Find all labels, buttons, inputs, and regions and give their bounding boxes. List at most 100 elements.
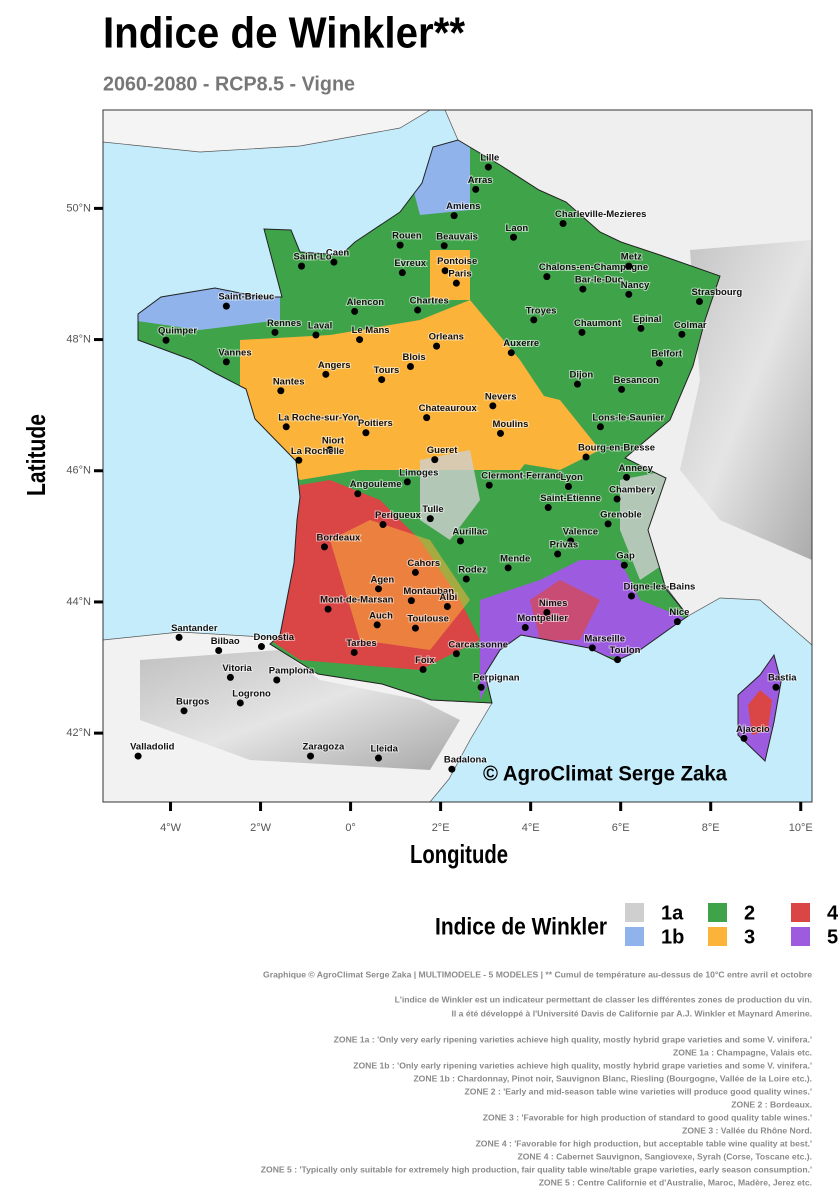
city-label: Vannes [218, 347, 251, 358]
legend-swatch [708, 927, 727, 946]
city-dot [628, 593, 635, 600]
city-label: Dijon [569, 370, 593, 381]
x-tick-label: 6°E [612, 822, 630, 834]
city-dot [420, 666, 427, 673]
city-label: Beauvais [436, 231, 478, 242]
city-label: Privas [550, 540, 579, 551]
city-dot [322, 371, 329, 378]
city-label: Gap [616, 551, 635, 562]
city-label: Moulins [492, 419, 528, 430]
city-dot [508, 349, 515, 356]
city-dot [295, 457, 302, 464]
city-label: Belfort [651, 349, 682, 360]
city-dot [543, 273, 550, 280]
city-dot [485, 164, 492, 171]
city-dot [579, 286, 586, 293]
city-dot [362, 429, 369, 436]
city-dot [637, 325, 644, 332]
y-tick-label: 42°N [66, 727, 91, 739]
city-dot [621, 562, 628, 569]
legend-label: 5 [827, 926, 838, 948]
city-label: Nimes [539, 598, 568, 609]
city-dot [258, 643, 265, 650]
x-tick-label: 4°W [160, 822, 182, 834]
legend-title: Indice de Winkler [435, 913, 607, 940]
city-label: Perigueux [375, 510, 422, 521]
city-dot [457, 537, 464, 544]
city-dot [623, 474, 630, 481]
city-label: Clermont-Ferrand [481, 471, 561, 482]
city-dot [227, 674, 234, 681]
city-label: Nantes [273, 376, 305, 387]
note-line: ZONE 1b : Chardonnay, Pinot noir, Sauvig… [413, 1073, 812, 1083]
x-tick-label: 2°E [432, 822, 450, 834]
city-dot [351, 308, 358, 315]
city-label: Saint-Lo [294, 252, 332, 263]
x-tick-label: 2°W [250, 822, 272, 834]
city-label: Blois [402, 352, 425, 363]
city-label: Arras [468, 175, 493, 186]
city-dot [453, 280, 460, 287]
city-label: Amiens [446, 201, 480, 212]
city-dot [589, 644, 596, 651]
city-dot [522, 624, 529, 631]
city-dot [223, 358, 230, 365]
city-label: Limoges [399, 467, 438, 478]
city-dot [433, 343, 440, 350]
city-label: Auch [369, 610, 393, 621]
x-tick-label: 10°E [789, 822, 813, 834]
note-line: ZONE 2 : Bordeaux. [731, 1099, 812, 1109]
city-dot [375, 585, 382, 592]
city-label: Rennes [267, 318, 301, 329]
x-axis-label: Longitude [410, 839, 508, 869]
city-dot [431, 456, 438, 463]
city-label: Epinal [633, 314, 662, 325]
city-dot [497, 430, 504, 437]
city-label: Cahors [407, 558, 440, 569]
city-label: Laon [506, 223, 529, 234]
city-label: Grenoble [600, 509, 642, 520]
city-dot [181, 707, 188, 714]
city-label: Bastia [768, 673, 797, 684]
y-tick-label: 46°N [66, 465, 91, 477]
note-line: ZONE 5 : Centre Californie et d'Australi… [539, 1177, 812, 1187]
city-label: Nancy [621, 280, 650, 291]
city-dot [404, 478, 411, 485]
city-dot [176, 634, 183, 641]
city-label: Pamplona [269, 666, 315, 677]
city-label: Poitiers [358, 418, 393, 429]
city-dot [374, 621, 381, 628]
credit: © AgroClimat Serge Zaka [483, 763, 727, 786]
city-label: Digne-les-Bains [623, 582, 695, 593]
city-dot [656, 360, 663, 367]
note-line: Il a été développé à l'Université Davis … [452, 1008, 812, 1018]
city-dot [478, 684, 485, 691]
notes: Graphique © AgroClimat Serge Zaka | MULT… [261, 969, 812, 1187]
city-dot [237, 699, 244, 706]
city-label: Colmar [674, 320, 707, 331]
legend-swatch [708, 903, 727, 922]
city-dot [678, 331, 685, 338]
city-dot [412, 569, 419, 576]
city-label: Strasbourg [691, 287, 742, 298]
city-dot [463, 575, 470, 582]
city-label: Orleans [429, 332, 464, 343]
note-line: ZONE 3 : Vallée du Rhône Nord. [682, 1125, 812, 1135]
city-label: Lleida [370, 744, 398, 755]
city-dot [325, 606, 332, 613]
city-dot [307, 753, 314, 760]
city-label: Logrono [232, 688, 271, 699]
city-label: Marseille [584, 633, 625, 644]
city-label: Angouleme [350, 479, 402, 490]
legend-swatch [791, 927, 810, 946]
city-label: Rodez [458, 565, 487, 576]
city-label: Nice [669, 607, 689, 618]
city-dot [614, 656, 621, 663]
city-dot [505, 564, 512, 571]
city-dot [448, 766, 455, 773]
city-label: Foix [415, 655, 435, 666]
note-line: L'indice de Winkler est un indicateur pe… [395, 994, 812, 1004]
note-line: ZONE 5 : 'Typically only suitable for ex… [261, 1164, 812, 1174]
city-dot [605, 520, 612, 527]
legend-swatch [625, 903, 644, 922]
